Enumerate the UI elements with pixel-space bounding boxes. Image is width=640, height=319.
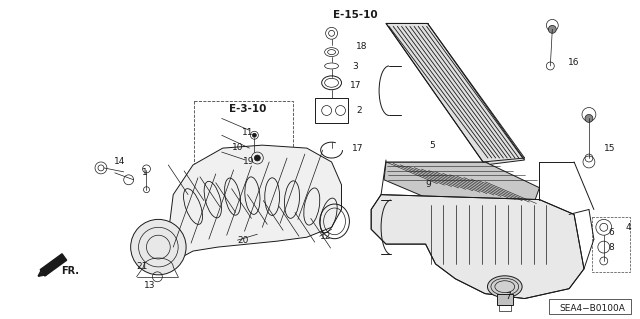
Text: 21: 21: [136, 263, 148, 271]
Bar: [315, 98, 348, 123]
Text: 13: 13: [143, 281, 155, 290]
Circle shape: [131, 219, 186, 275]
FancyArrow shape: [40, 254, 67, 276]
Text: 14: 14: [114, 158, 125, 167]
Text: 12: 12: [320, 232, 331, 241]
Polygon shape: [371, 195, 584, 299]
Text: E-15-10: E-15-10: [333, 11, 377, 20]
Polygon shape: [156, 145, 342, 264]
Text: 10: 10: [232, 143, 243, 152]
Text: FR.: FR.: [61, 266, 79, 276]
Text: 17: 17: [353, 144, 364, 152]
Circle shape: [252, 133, 257, 137]
Bar: [499, 306, 511, 311]
Text: 19: 19: [243, 158, 254, 167]
Polygon shape: [384, 162, 540, 202]
Polygon shape: [386, 23, 525, 165]
Text: 11: 11: [241, 128, 253, 137]
Ellipse shape: [488, 276, 522, 298]
Text: 20: 20: [237, 236, 249, 245]
Circle shape: [585, 115, 593, 122]
Text: 1: 1: [141, 168, 147, 177]
Text: 6: 6: [609, 228, 614, 237]
Circle shape: [254, 155, 260, 161]
Bar: [592, 218, 630, 272]
Text: 9: 9: [426, 180, 431, 189]
Text: 8: 8: [609, 242, 614, 252]
Bar: [194, 100, 293, 178]
Bar: [497, 293, 513, 306]
Text: 18: 18: [356, 42, 368, 51]
Text: 15: 15: [604, 144, 615, 152]
Text: 3: 3: [353, 63, 358, 71]
Text: E-3-10: E-3-10: [228, 104, 266, 114]
Text: 16: 16: [568, 58, 580, 68]
Text: 5: 5: [429, 141, 435, 150]
Text: 7: 7: [505, 292, 511, 301]
Text: 2: 2: [356, 106, 362, 115]
Bar: [549, 299, 630, 315]
Text: 17: 17: [350, 81, 362, 90]
Circle shape: [548, 26, 556, 33]
Text: 4: 4: [625, 223, 631, 232]
Text: SEA4−B0100A: SEA4−B0100A: [559, 304, 625, 313]
